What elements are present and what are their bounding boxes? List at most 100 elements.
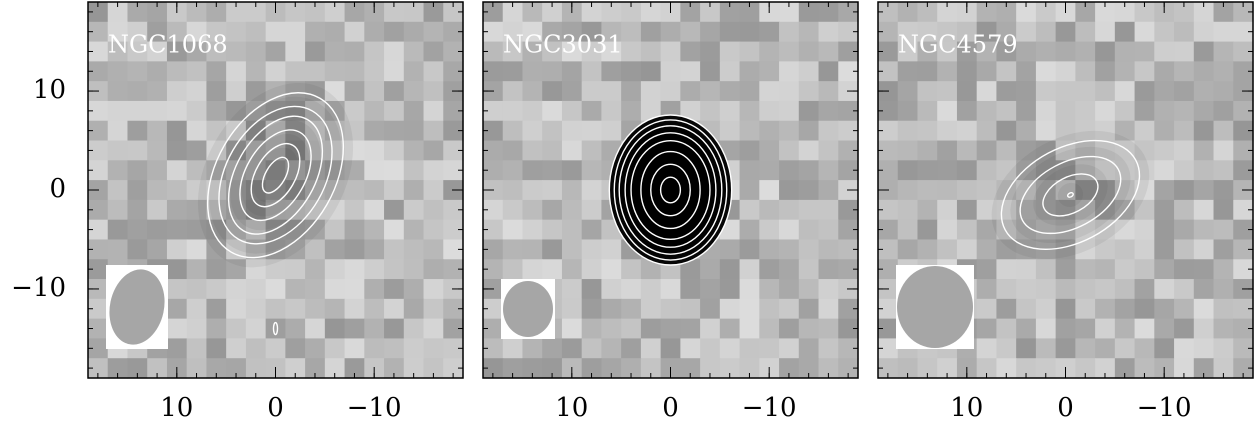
pixel [285,21,306,43]
pixel [818,259,839,280]
pixel [937,81,958,102]
pixel [384,219,405,241]
pixel [483,239,504,260]
pixel [147,160,168,181]
pixel [344,219,365,241]
pixel [542,180,563,201]
emission [1010,146,1131,244]
pixel [1114,338,1136,359]
x-tick-label: 10 [950,393,983,423]
pixel [798,81,820,102]
pixel [305,41,326,62]
pixel [719,100,741,122]
pixel [344,2,365,23]
pixel [542,2,563,23]
pixel [344,279,365,300]
pixel [384,259,405,280]
pixel [1016,81,1037,102]
pixel [127,81,148,102]
contour [1042,173,1099,217]
pixel [838,338,859,359]
pixel [186,180,208,201]
pixel [581,318,603,340]
pixel [364,219,385,241]
pixel [739,199,760,221]
pixel [581,100,603,122]
beam [897,266,973,348]
pixel [107,219,129,241]
pixel [561,298,583,320]
pixel [265,120,286,142]
pixel [937,41,958,62]
pixel [1134,120,1155,142]
pixel [502,140,524,161]
pixel [166,259,188,280]
pixel [344,120,365,142]
pixel [878,219,899,241]
pixel [265,259,286,280]
pixel [285,318,306,340]
pixel [344,199,365,221]
pixel [483,41,504,62]
pixel [680,41,701,62]
pixel [739,259,760,280]
pixel [166,180,188,201]
pixel [601,318,622,340]
pixel [1114,120,1136,142]
pixel [1035,219,1057,241]
pixel [1095,239,1116,260]
pixel [1233,219,1254,241]
pixel [601,81,622,102]
pixel [1174,100,1195,122]
pixel [759,199,780,221]
pixel [561,81,583,102]
pixel [384,199,405,221]
x-tick-label: 0 [267,393,284,423]
pixel [522,140,543,161]
pixel [1055,199,1076,221]
pixel [423,338,444,359]
pixel [364,61,385,82]
contour [206,92,345,259]
pixel [1016,2,1037,23]
pixel [483,2,504,23]
pixel [483,219,504,241]
pixel [719,61,741,82]
pixel [226,358,247,379]
pixel [1035,358,1057,379]
pixel [542,199,563,221]
y-tick-label: 10 [33,75,66,105]
pixel [680,61,701,82]
pixel [621,338,642,359]
pixel [897,81,919,102]
pixel [838,358,859,379]
pixel [324,259,346,280]
pixel [581,259,603,280]
contour [250,142,301,208]
pixel [818,41,839,62]
pixel [245,358,267,379]
pixel [878,318,899,340]
pixel [1193,140,1215,161]
pixel [423,219,444,241]
pixel [680,338,701,359]
pixel [719,279,741,300]
pixel [364,318,385,340]
pixel [897,61,919,82]
pixel [1154,61,1175,82]
pixel [838,140,859,161]
pixel [147,180,168,201]
pixel [779,219,800,241]
pixel [483,120,504,142]
pixel [324,199,346,221]
pixel [917,219,938,241]
pixel [561,219,583,241]
pixel [976,318,998,340]
pixel [245,259,267,280]
pixel [443,318,464,340]
pixel [1174,61,1195,82]
pixel [1035,21,1057,43]
pixel [522,61,543,82]
pixel [779,279,800,300]
pixel [522,2,543,23]
